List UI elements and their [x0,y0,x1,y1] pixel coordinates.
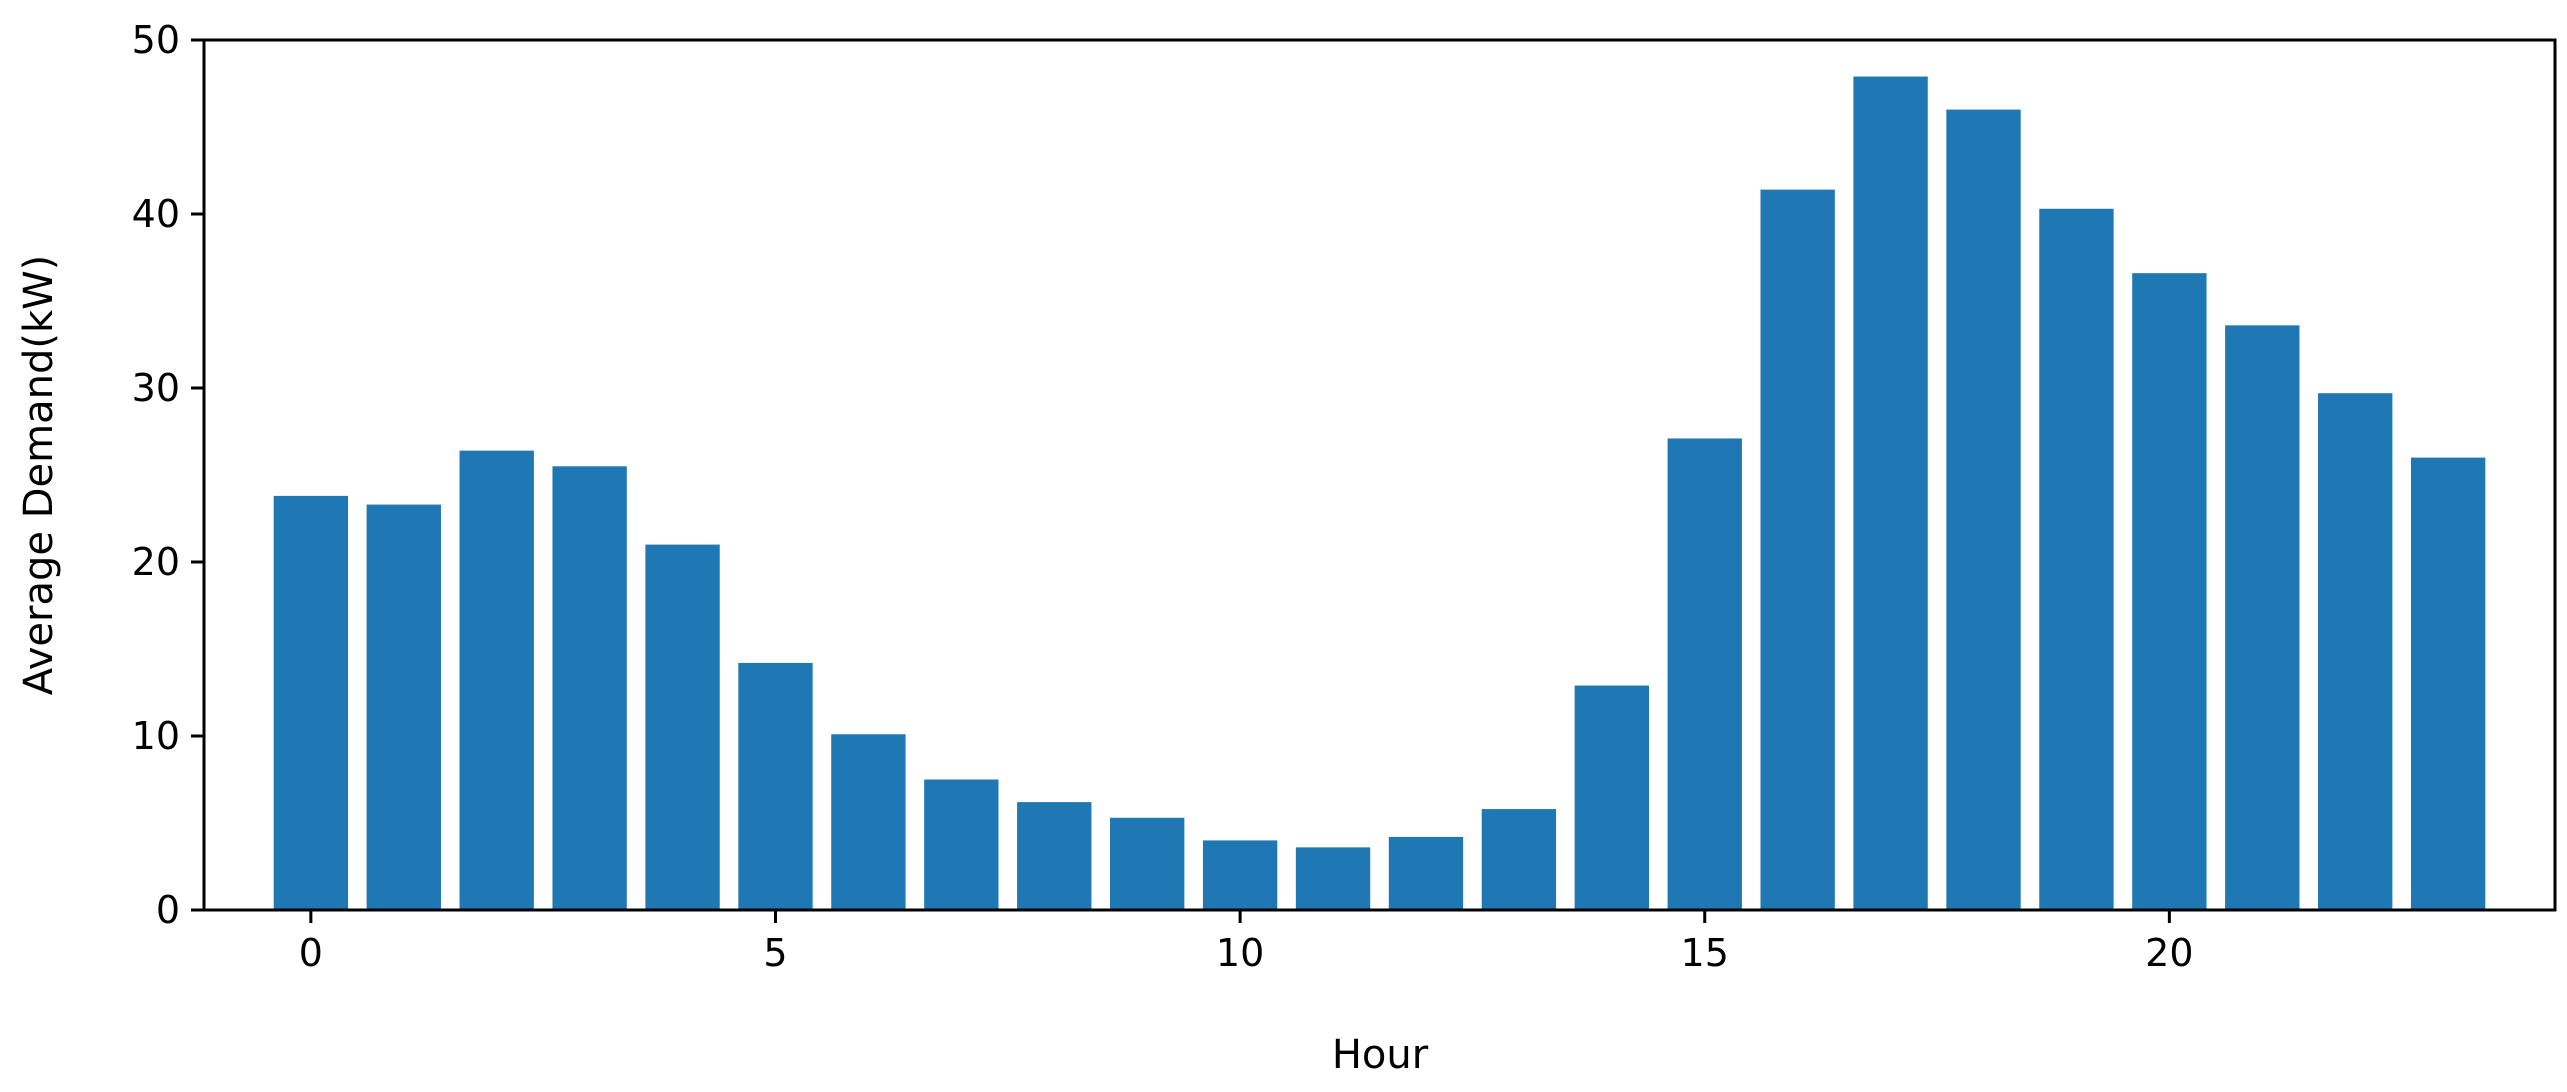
bar-hour-8 [1017,802,1092,910]
bar-hour-15 [1667,438,1742,910]
bar-hour-4 [645,544,720,910]
bars-group [273,76,2486,911]
bar-hour-5 [738,662,813,910]
x-tick-label: 10 [1216,931,1264,975]
x-tick-label: 5 [763,931,787,975]
y-axis-ticks: 0 10 20 30 40 50 [132,18,204,932]
bar-hour-12 [1388,836,1464,910]
bar-hour-18 [1946,109,2021,911]
y-tick-label: 20 [132,540,180,584]
bar-hour-23 [2410,457,2486,910]
bar-hour-0 [273,495,349,910]
bar-hour-19 [2039,208,2114,910]
bar-hour-17 [1853,76,1928,911]
bar-hour-7 [924,779,999,910]
bar-hour-1 [366,504,441,910]
bar-hour-13 [1481,809,1557,910]
x-tick-label: 15 [1681,931,1729,975]
bar-hour-6 [831,734,906,910]
y-tick-label: 30 [132,366,180,410]
plot-frame [202,38,2557,912]
x-axis-title: Hour [1332,1032,1429,1078]
y-tick-label: 50 [132,18,180,62]
bar-hour-14 [1574,685,1649,910]
bar-hour-21 [2225,325,2300,910]
bar-hour-2 [459,450,534,910]
bar-hour-22 [2318,393,2393,911]
y-axis-title: Average Demand(kW) [16,255,62,696]
x-tick-label: 20 [2145,931,2193,975]
bar-hour-16 [1760,189,1835,910]
y-tick-label: 0 [156,888,180,932]
bar-hour-20 [2132,273,2207,910]
x-axis-ticks: 0 5 10 15 20 [299,910,2194,975]
bar-hour-11 [1295,847,1371,910]
bar-hour-3 [552,466,627,910]
y-tick-label: 40 [132,192,180,236]
x-tick-label: 0 [299,931,323,975]
y-tick-label: 10 [132,714,180,758]
bar-hour-9 [1110,817,1185,910]
bar-hour-10 [1202,840,1278,910]
